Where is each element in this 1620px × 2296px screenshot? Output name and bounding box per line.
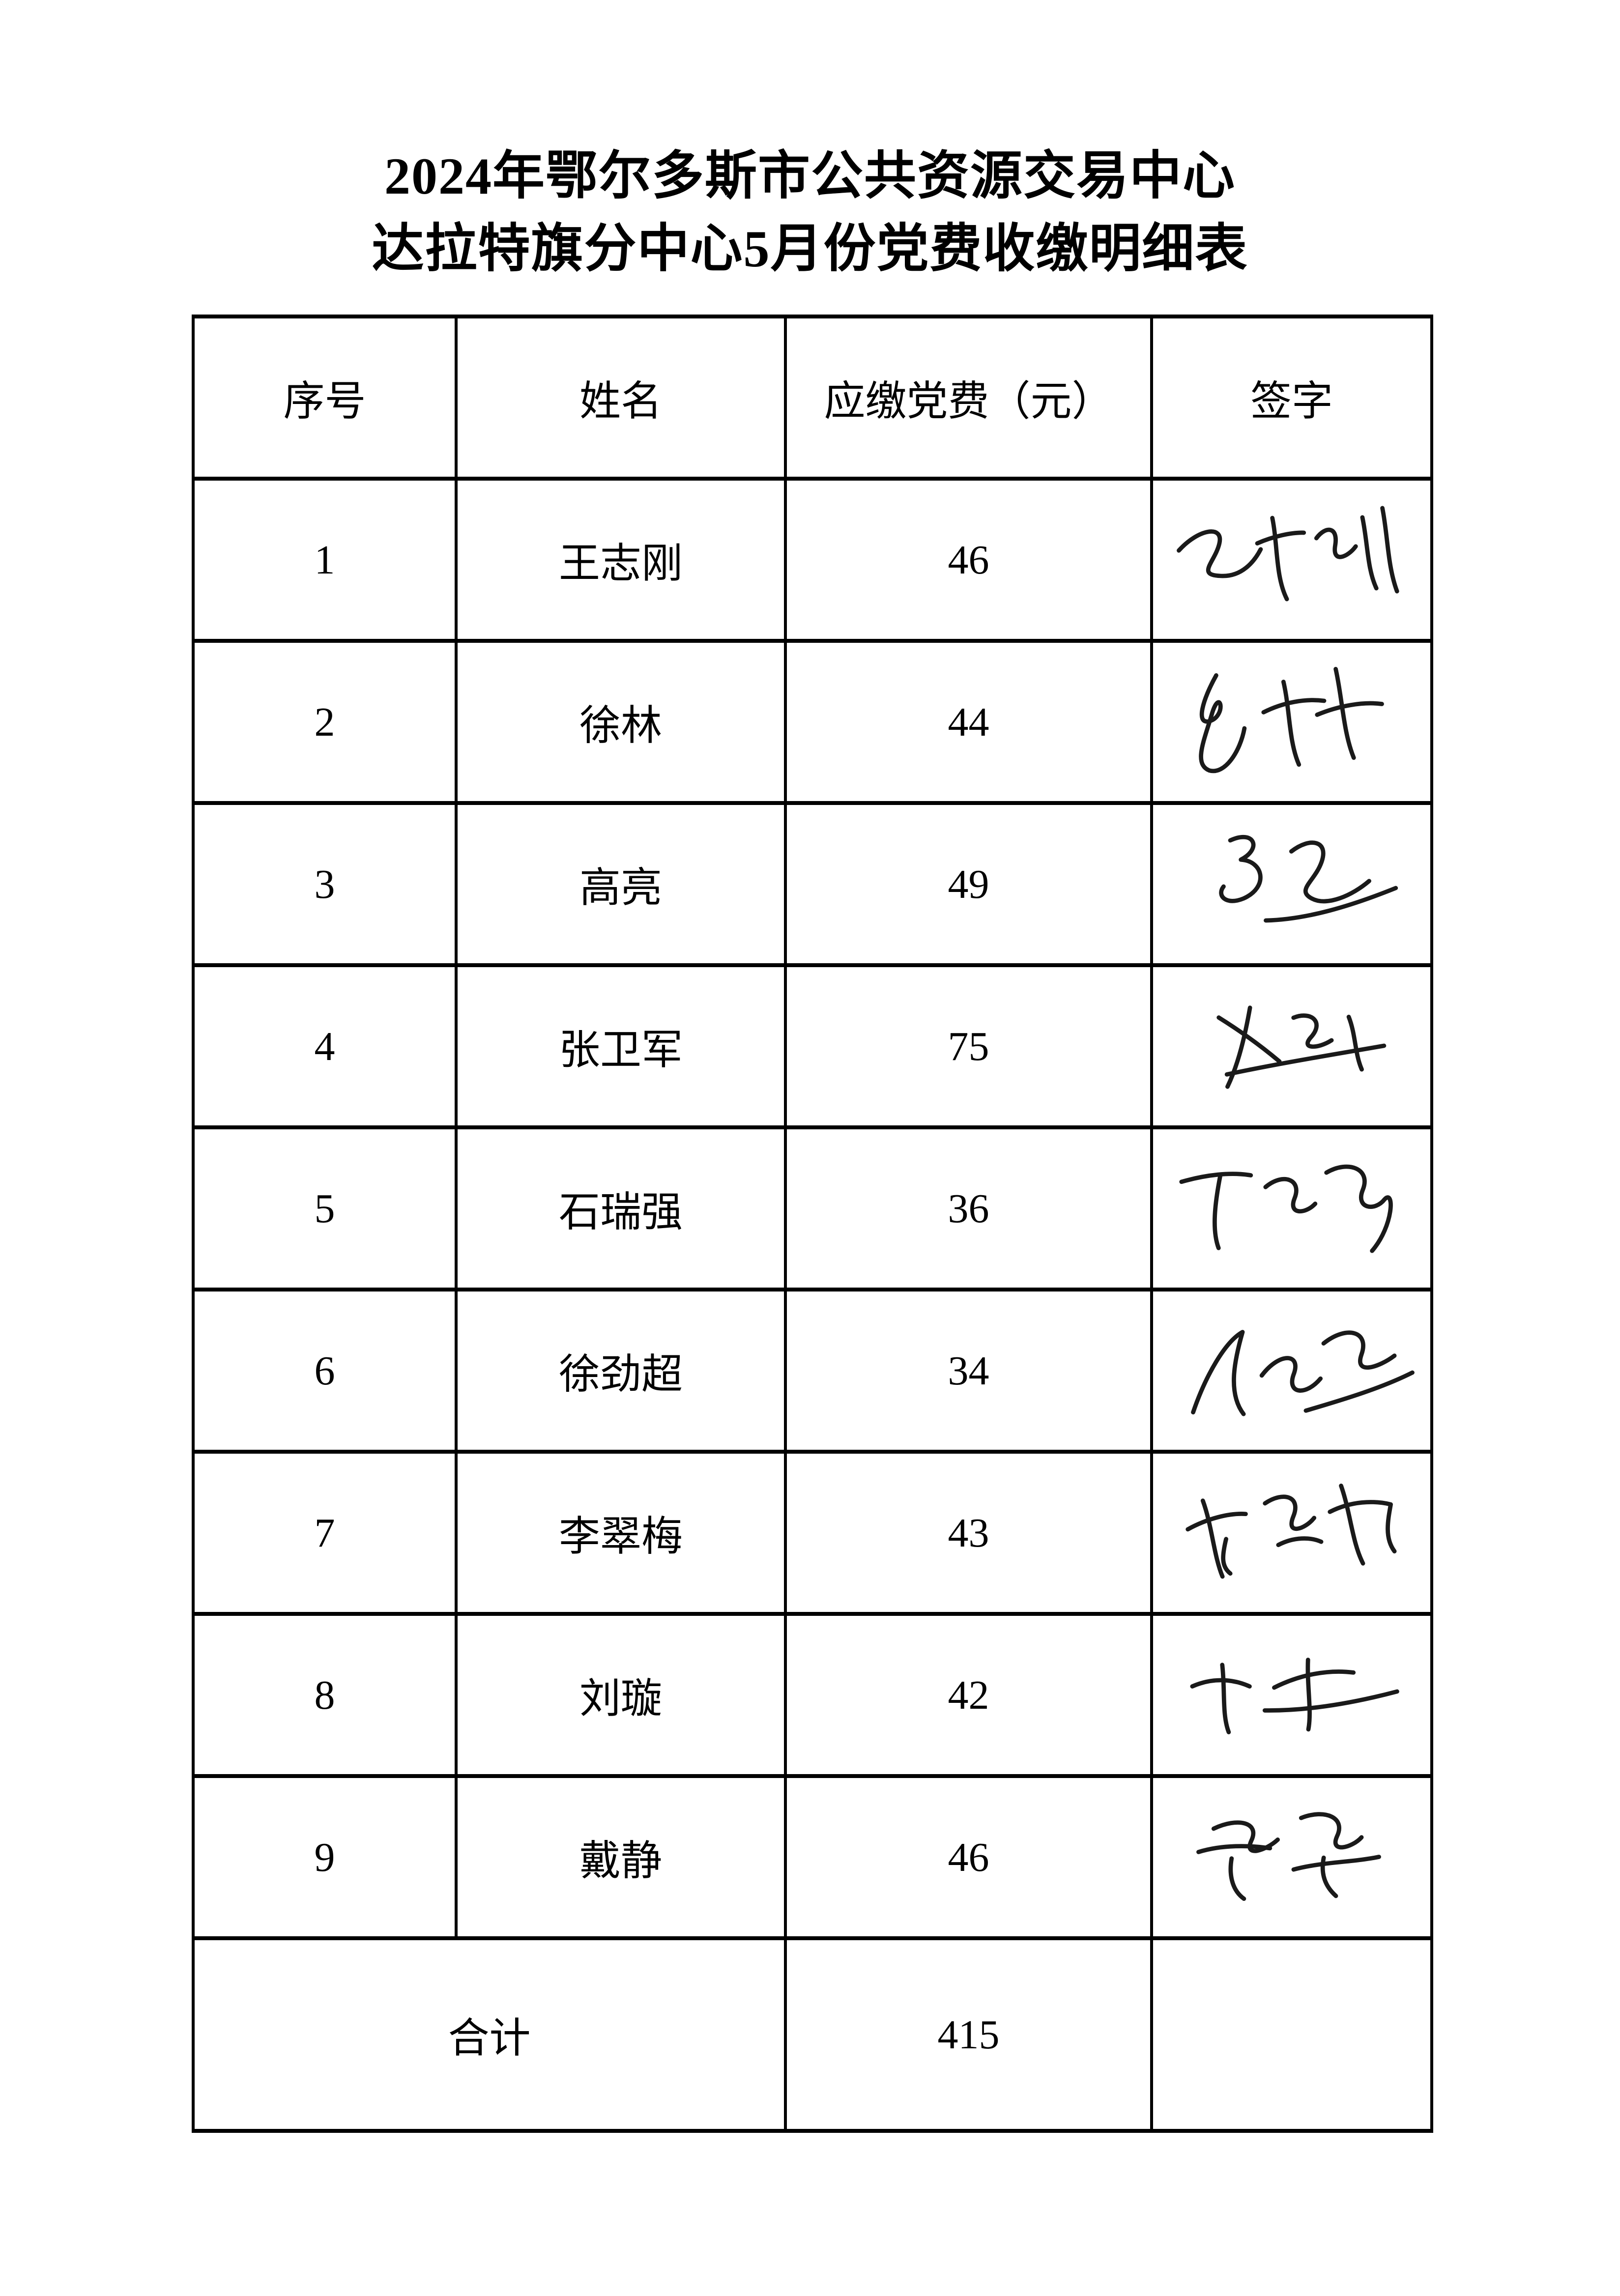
cell-name: 徐劲超 bbox=[455, 1288, 787, 1454]
cell-name: 戴静 bbox=[455, 1774, 787, 1940]
cell-name: 李翠梅 bbox=[455, 1450, 787, 1616]
page-title: 2024年鄂尔多斯市公共资源交易中心 达拉特旗分中心5月份党费收缴明细表 bbox=[0, 140, 1620, 286]
table-row: 9 戴静 46 bbox=[192, 1774, 1433, 1940]
cell-name: 王志刚 bbox=[455, 477, 787, 643]
cell-name: 高亮 bbox=[455, 801, 787, 967]
table-header-row: 序号 姓名 应缴党费（元） 签字 bbox=[192, 315, 1433, 481]
cell-no: 5 bbox=[192, 1125, 458, 1292]
cell-name: 石瑞强 bbox=[455, 1125, 787, 1292]
cell-no: 6 bbox=[192, 1288, 458, 1454]
table-row: 3 高亮 49 bbox=[192, 801, 1433, 967]
signature-cell bbox=[1150, 801, 1433, 967]
signature-handwriting-4 bbox=[1161, 973, 1422, 1109]
total-signature-cell bbox=[1150, 1936, 1433, 2133]
signature-handwriting-3 bbox=[1157, 803, 1426, 956]
signature-cell bbox=[1150, 1612, 1433, 1778]
total-label-cell: 合计 bbox=[192, 1936, 787, 2133]
signature-handwriting-1 bbox=[1161, 487, 1422, 623]
cell-no: 3 bbox=[192, 801, 458, 967]
table-row: 5 石瑞强 36 bbox=[192, 1125, 1433, 1292]
signature-cell bbox=[1150, 1125, 1433, 1292]
signature-cell bbox=[1150, 639, 1433, 805]
cell-fee: 44 bbox=[784, 639, 1153, 805]
signature-handwriting-8 bbox=[1162, 1624, 1421, 1756]
cell-no: 1 bbox=[192, 477, 458, 643]
page-title-line2: 达拉特旗分中心5月份党费收缴明细表 bbox=[372, 220, 1248, 278]
signature-cell bbox=[1150, 1774, 1433, 1940]
signature-handwriting-9 bbox=[1161, 1784, 1422, 1920]
signature-cell bbox=[1150, 1450, 1433, 1616]
table-row: 6 徐劲超 34 bbox=[192, 1288, 1433, 1454]
signature-handwriting-5 bbox=[1162, 1138, 1421, 1269]
page-title-line1: 2024年鄂尔多斯市公共资源交易中心 bbox=[384, 147, 1236, 205]
cell-no: 7 bbox=[192, 1450, 458, 1616]
fee-collection-table: 序号 姓名 应缴党费（元） 签字 1 王志刚 46 bbox=[192, 315, 1433, 2133]
signature-cell bbox=[1150, 963, 1433, 1129]
cell-fee: 34 bbox=[784, 1288, 1153, 1454]
cell-fee: 49 bbox=[784, 801, 1153, 967]
signature-cell bbox=[1150, 1288, 1433, 1454]
cell-fee: 46 bbox=[784, 477, 1153, 643]
table-row: 7 李翠梅 43 bbox=[192, 1450, 1433, 1616]
total-row: 合计 415 bbox=[192, 1936, 1433, 2133]
cell-fee: 43 bbox=[784, 1450, 1153, 1616]
cell-no: 9 bbox=[192, 1774, 458, 1940]
cell-name: 张卫军 bbox=[455, 963, 787, 1129]
header-cell-fee: 应缴党费（元） bbox=[784, 315, 1153, 481]
cell-no: 4 bbox=[192, 963, 458, 1129]
header-cell-no: 序号 bbox=[192, 315, 458, 481]
cell-fee: 46 bbox=[784, 1774, 1153, 1940]
table-row: 8 刘璇 42 bbox=[192, 1612, 1433, 1778]
table-row: 2 徐林 44 bbox=[192, 639, 1433, 805]
header-cell-sign: 签字 bbox=[1150, 315, 1433, 481]
table-row: 1 王志刚 46 bbox=[192, 477, 1433, 643]
cell-fee: 75 bbox=[784, 963, 1153, 1129]
signature-cell bbox=[1150, 477, 1433, 643]
cell-fee: 36 bbox=[784, 1125, 1153, 1292]
cell-name: 徐林 bbox=[455, 639, 787, 805]
signature-handwriting-2 bbox=[1159, 644, 1424, 789]
table-row: 4 张卫军 75 bbox=[192, 963, 1433, 1129]
cell-fee: 42 bbox=[784, 1612, 1153, 1778]
header-cell-name: 姓名 bbox=[455, 315, 787, 481]
total-value-cell: 415 bbox=[784, 1936, 1153, 2133]
cell-name: 刘璇 bbox=[455, 1612, 787, 1778]
signature-handwriting-7 bbox=[1157, 1451, 1426, 1605]
signature-handwriting-6 bbox=[1159, 1293, 1424, 1437]
cell-no: 8 bbox=[192, 1612, 458, 1778]
cell-no: 2 bbox=[192, 639, 458, 805]
